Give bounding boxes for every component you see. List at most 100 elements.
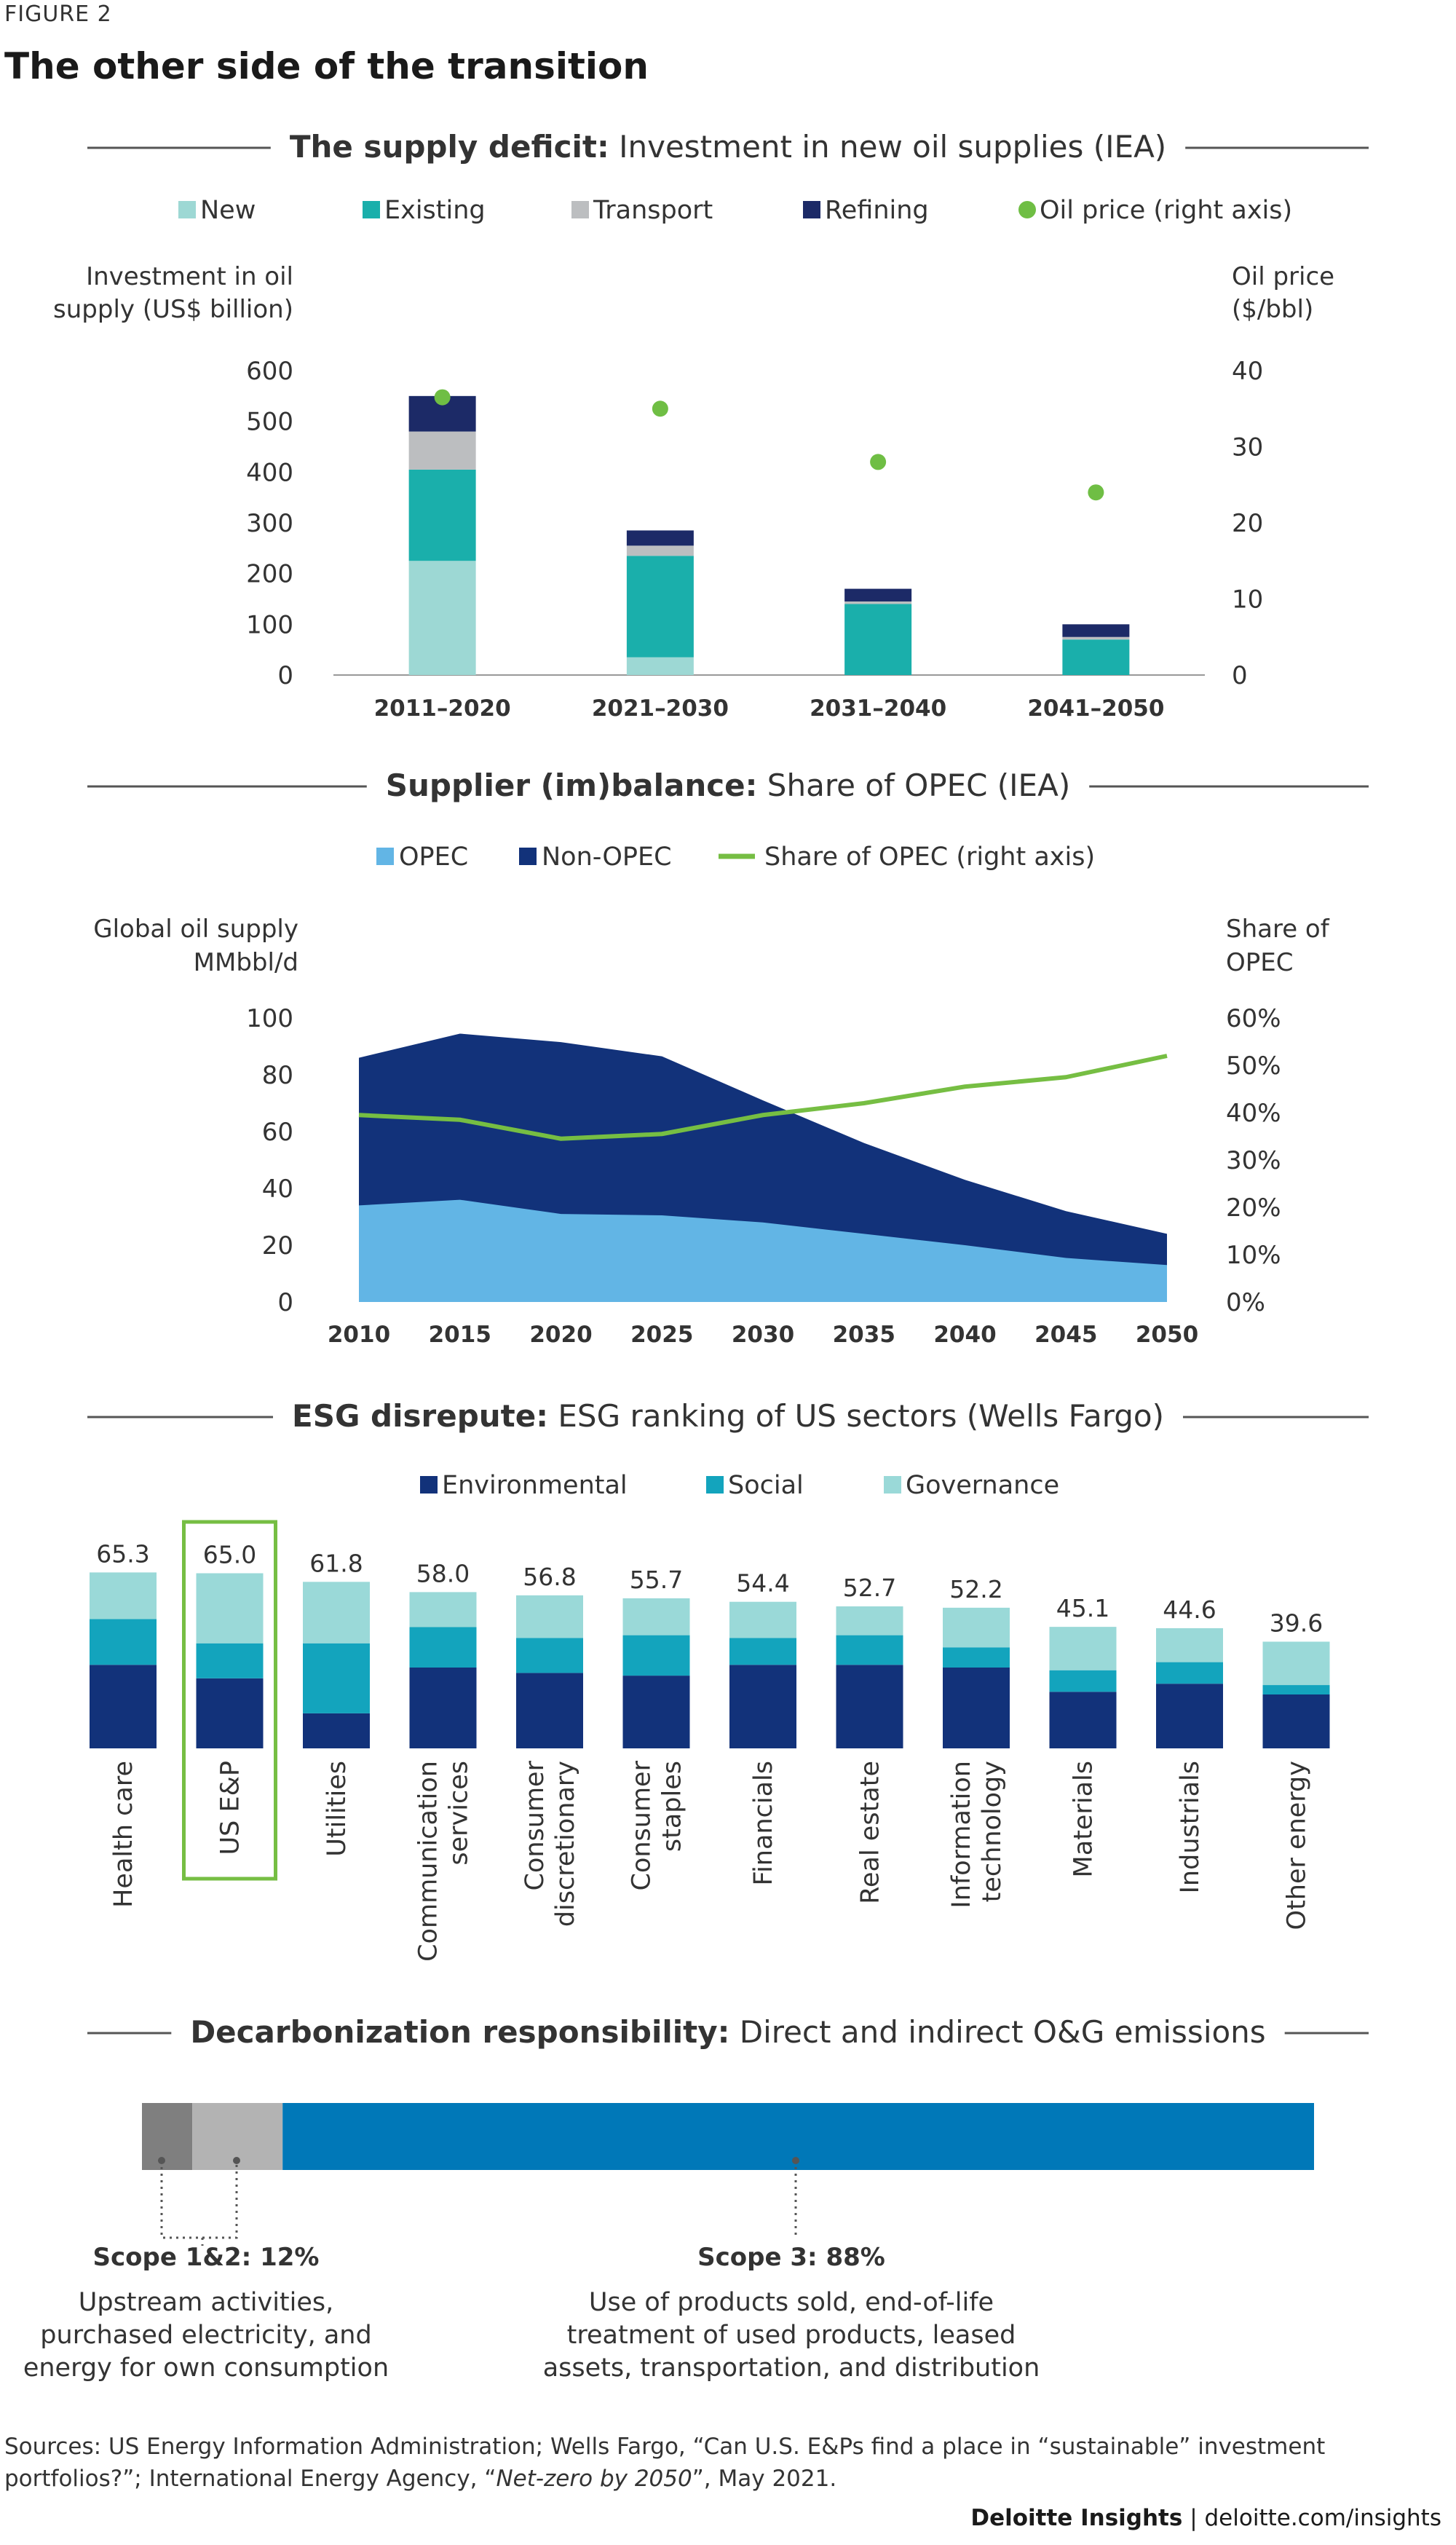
bar-social: [1156, 1662, 1223, 1684]
scope3-description: assets, transportation, and distribution: [543, 2353, 1040, 2383]
chart1-xtick: 2021–2030: [592, 695, 729, 722]
esg-sector-label: Consumer: [521, 1760, 550, 1890]
legend-label-existing: Existing: [384, 196, 486, 225]
bar-governance: [729, 1601, 796, 1638]
chart2-xtick: 2025: [630, 1322, 693, 1348]
chart1-y2tick: 40: [1232, 357, 1263, 386]
chart2-y2tick: 0%: [1226, 1288, 1265, 1317]
esg-sector-label: Materials: [1069, 1761, 1099, 1877]
chart2-y2tick: 50%: [1226, 1051, 1281, 1081]
bar-new: [408, 561, 476, 675]
legend-label-share-of-opec: Share of OPEC (right axis): [764, 843, 1095, 872]
legend-swatch-refining: [803, 201, 820, 218]
chart1-title: The supply deficit: Investment in new oi…: [290, 129, 1166, 165]
legend-label-non-opec: Non-OPEC: [542, 843, 672, 872]
chart1-ytick: 300: [246, 509, 293, 538]
chart1-ylabel-line2: supply (US$ billion): [53, 295, 293, 324]
oil-price-point: [434, 389, 451, 406]
legend-swatch-environmental: [420, 1476, 438, 1494]
emissions-segment-scope-1: [142, 2103, 193, 2170]
chart2-y2tick: 10%: [1226, 1241, 1281, 1270]
legend-label-transport: Transport: [593, 196, 713, 225]
esg-total-label: 52.7: [843, 1574, 896, 1602]
chart1-y2tick: 0: [1232, 661, 1248, 690]
legend-swatch-non-opec: [519, 848, 537, 865]
bar-social: [729, 1638, 796, 1665]
esg-sector-label: services: [445, 1761, 474, 1866]
bar-transport: [844, 601, 912, 604]
legend-swatch-existing: [363, 201, 380, 218]
footer-separator: |: [1182, 2505, 1205, 2531]
chart3-title-rest: ESG ranking of US sectors (Wells Fargo): [548, 1398, 1164, 1434]
bar-governance: [622, 1598, 690, 1635]
bar-social: [303, 1643, 370, 1713]
bar-social: [409, 1627, 477, 1668]
chart2-xtick: 2040: [933, 1322, 996, 1348]
sources-italic: Net-zero by 2050: [496, 2466, 692, 2492]
esg-sector-label: discretionary: [551, 1761, 580, 1927]
legend-swatch-oil-price: [1018, 201, 1036, 218]
esg-sector-label: Real estate: [856, 1761, 885, 1904]
esg-sector-label: Financials: [749, 1761, 778, 1886]
figure-label: FIGURE 2: [4, 1, 112, 27]
bar-governance: [1262, 1641, 1330, 1686]
area-opec: [359, 1199, 1167, 1302]
legend-swatch-new: [178, 201, 196, 218]
bar-governance: [196, 1573, 264, 1644]
bar-governance: [1049, 1627, 1117, 1670]
chart2-xtick: 2010: [328, 1322, 390, 1348]
chart2-title-bold: Supplier (im)balance:: [386, 768, 758, 803]
esg-sector-label: US E&P: [216, 1761, 245, 1855]
esg-total-label: 45.1: [1056, 1594, 1109, 1622]
chart1-title-bold: The supply deficit:: [290, 129, 609, 165]
chart3-title: ESG disrepute: ESG ranking of US sectors…: [292, 1398, 1164, 1434]
esg-sector-label: Communication: [414, 1761, 443, 1962]
chart2-xtick: 2030: [732, 1322, 794, 1348]
bar-transport: [408, 431, 476, 470]
chart2-ylabel-line1: Global oil supply: [93, 915, 298, 944]
bar-environmental: [516, 1673, 583, 1748]
chart4-title-rest: Direct and indirect O&G emissions: [729, 2014, 1265, 2050]
chart1-xtick: 2031–2040: [810, 695, 946, 722]
chart2-ytick: 60: [262, 1118, 293, 1147]
bar-social: [516, 1638, 583, 1673]
footer-link[interactable]: deloitte.com/insights: [1204, 2505, 1442, 2531]
chart4-title: Decarbonization responsibility: Direct a…: [190, 2014, 1265, 2050]
bar-refining: [626, 530, 694, 546]
bar-environmental: [303, 1713, 370, 1748]
chart3-title-bold: ESG disrepute:: [292, 1398, 548, 1434]
chart1-ytick: 500: [246, 408, 293, 437]
bar-environmental: [1262, 1694, 1330, 1748]
sources-text: Sources: US Energy Information Administr…: [4, 2434, 1326, 2492]
chart4-title-bold: Decarbonization responsibility:: [190, 2014, 729, 2050]
chart2-y2label-line1: Share of: [1226, 915, 1330, 944]
bar-social: [622, 1635, 690, 1676]
scope3-heading: Scope 3: 88%: [697, 2243, 885, 2272]
bar-governance: [90, 1572, 157, 1619]
chart2-title-rest: Share of OPEC (IEA): [757, 768, 1070, 803]
legend-label-governance: Governance: [906, 1471, 1059, 1500]
figure-canvas: The supply deficit: Investment in new oi…: [23, 129, 1369, 2383]
scope3-description: treatment of used products, leased: [567, 2321, 1016, 2350]
legend-label-new: New: [200, 196, 256, 225]
esg-total-label: 58.0: [416, 1559, 470, 1587]
chart2-ytick: 100: [246, 1004, 293, 1033]
bar-environmental: [1049, 1692, 1117, 1748]
bar-environmental: [409, 1668, 477, 1748]
esg-sector-label: Industrials: [1176, 1761, 1205, 1893]
highlight-us-ep-box: [182, 1520, 277, 1881]
chart2-y2label-line2: OPEC: [1226, 948, 1294, 977]
chart1-ytick: 0: [277, 661, 293, 690]
legend-label-opec: OPEC: [399, 843, 468, 872]
scope3-description: Use of products sold, end-of-life: [589, 2288, 994, 2317]
esg-total-label: 55.7: [630, 1566, 683, 1594]
bar-social: [1262, 1685, 1330, 1694]
chart1-y2tick: 10: [1232, 585, 1263, 615]
chart2-xtick: 2015: [429, 1322, 491, 1348]
bar-social: [943, 1647, 1010, 1668]
chart1-y2tick: 30: [1232, 433, 1263, 462]
chart2-y2tick: 30%: [1226, 1146, 1281, 1175]
chart2-y2tick: 20%: [1226, 1193, 1281, 1223]
bar-environmental: [729, 1665, 796, 1748]
bar-environmental: [622, 1676, 690, 1748]
